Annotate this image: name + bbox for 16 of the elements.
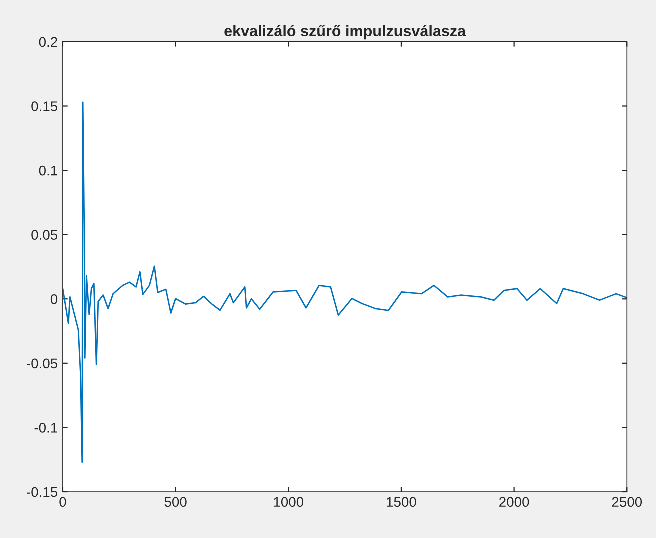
line-series [62,102,628,464]
chart-title: ekvalizáló szűrő impulzusválasza [224,25,466,40]
x-tick-label: 1500 [387,497,416,508]
x-tick-label: 2500 [612,497,642,508]
y-tick-label: -0.15 [27,487,58,498]
y-tick-label: 0.2 [39,37,58,48]
x-tick-label: 1000 [274,497,304,508]
y-tick-label: 0.05 [32,230,58,240]
y-tick-label: 0.1 [39,166,58,176]
y-tick-label: -0.05 [27,358,58,369]
x-tick-label: 0 [60,497,66,508]
y-tick-label: 0.15 [32,102,58,112]
y-tick-label: -0.1 [34,423,58,433]
y-tick-label: 0 [50,294,58,304]
x-tick-label: 2000 [500,497,530,508]
x-tick-label: 500 [164,497,187,508]
